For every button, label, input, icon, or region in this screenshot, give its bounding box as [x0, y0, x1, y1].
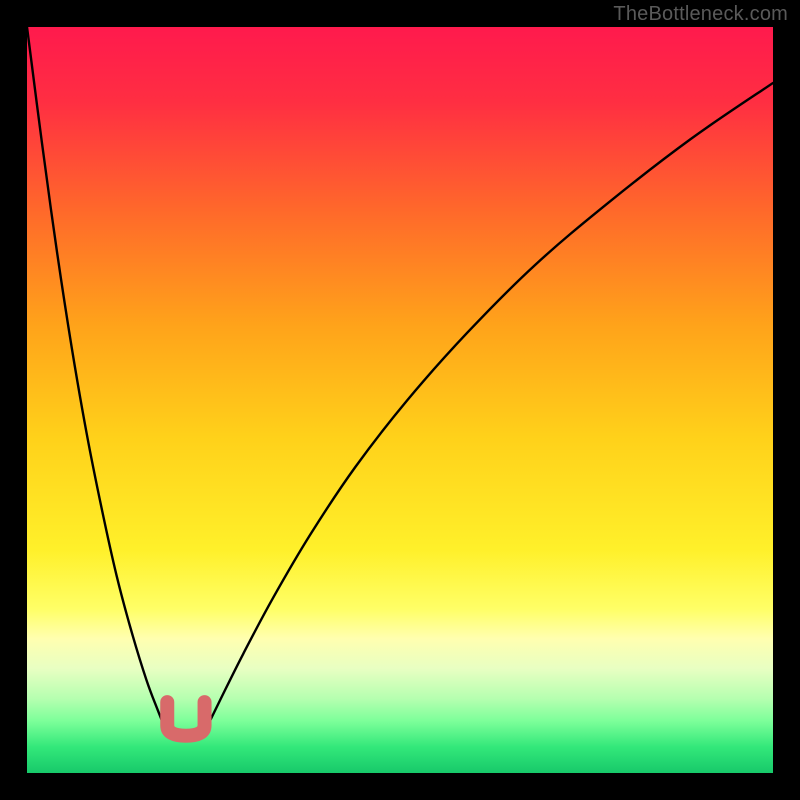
chart-frame: TheBottleneck.com — [0, 0, 800, 800]
curve-left-branch — [27, 27, 167, 732]
curve-right-branch — [205, 83, 773, 732]
plot-area — [27, 27, 773, 773]
bottleneck-curve-svg — [27, 27, 773, 773]
optimal-u-marker — [167, 702, 204, 736]
attribution-text: TheBottleneck.com — [613, 3, 788, 26]
